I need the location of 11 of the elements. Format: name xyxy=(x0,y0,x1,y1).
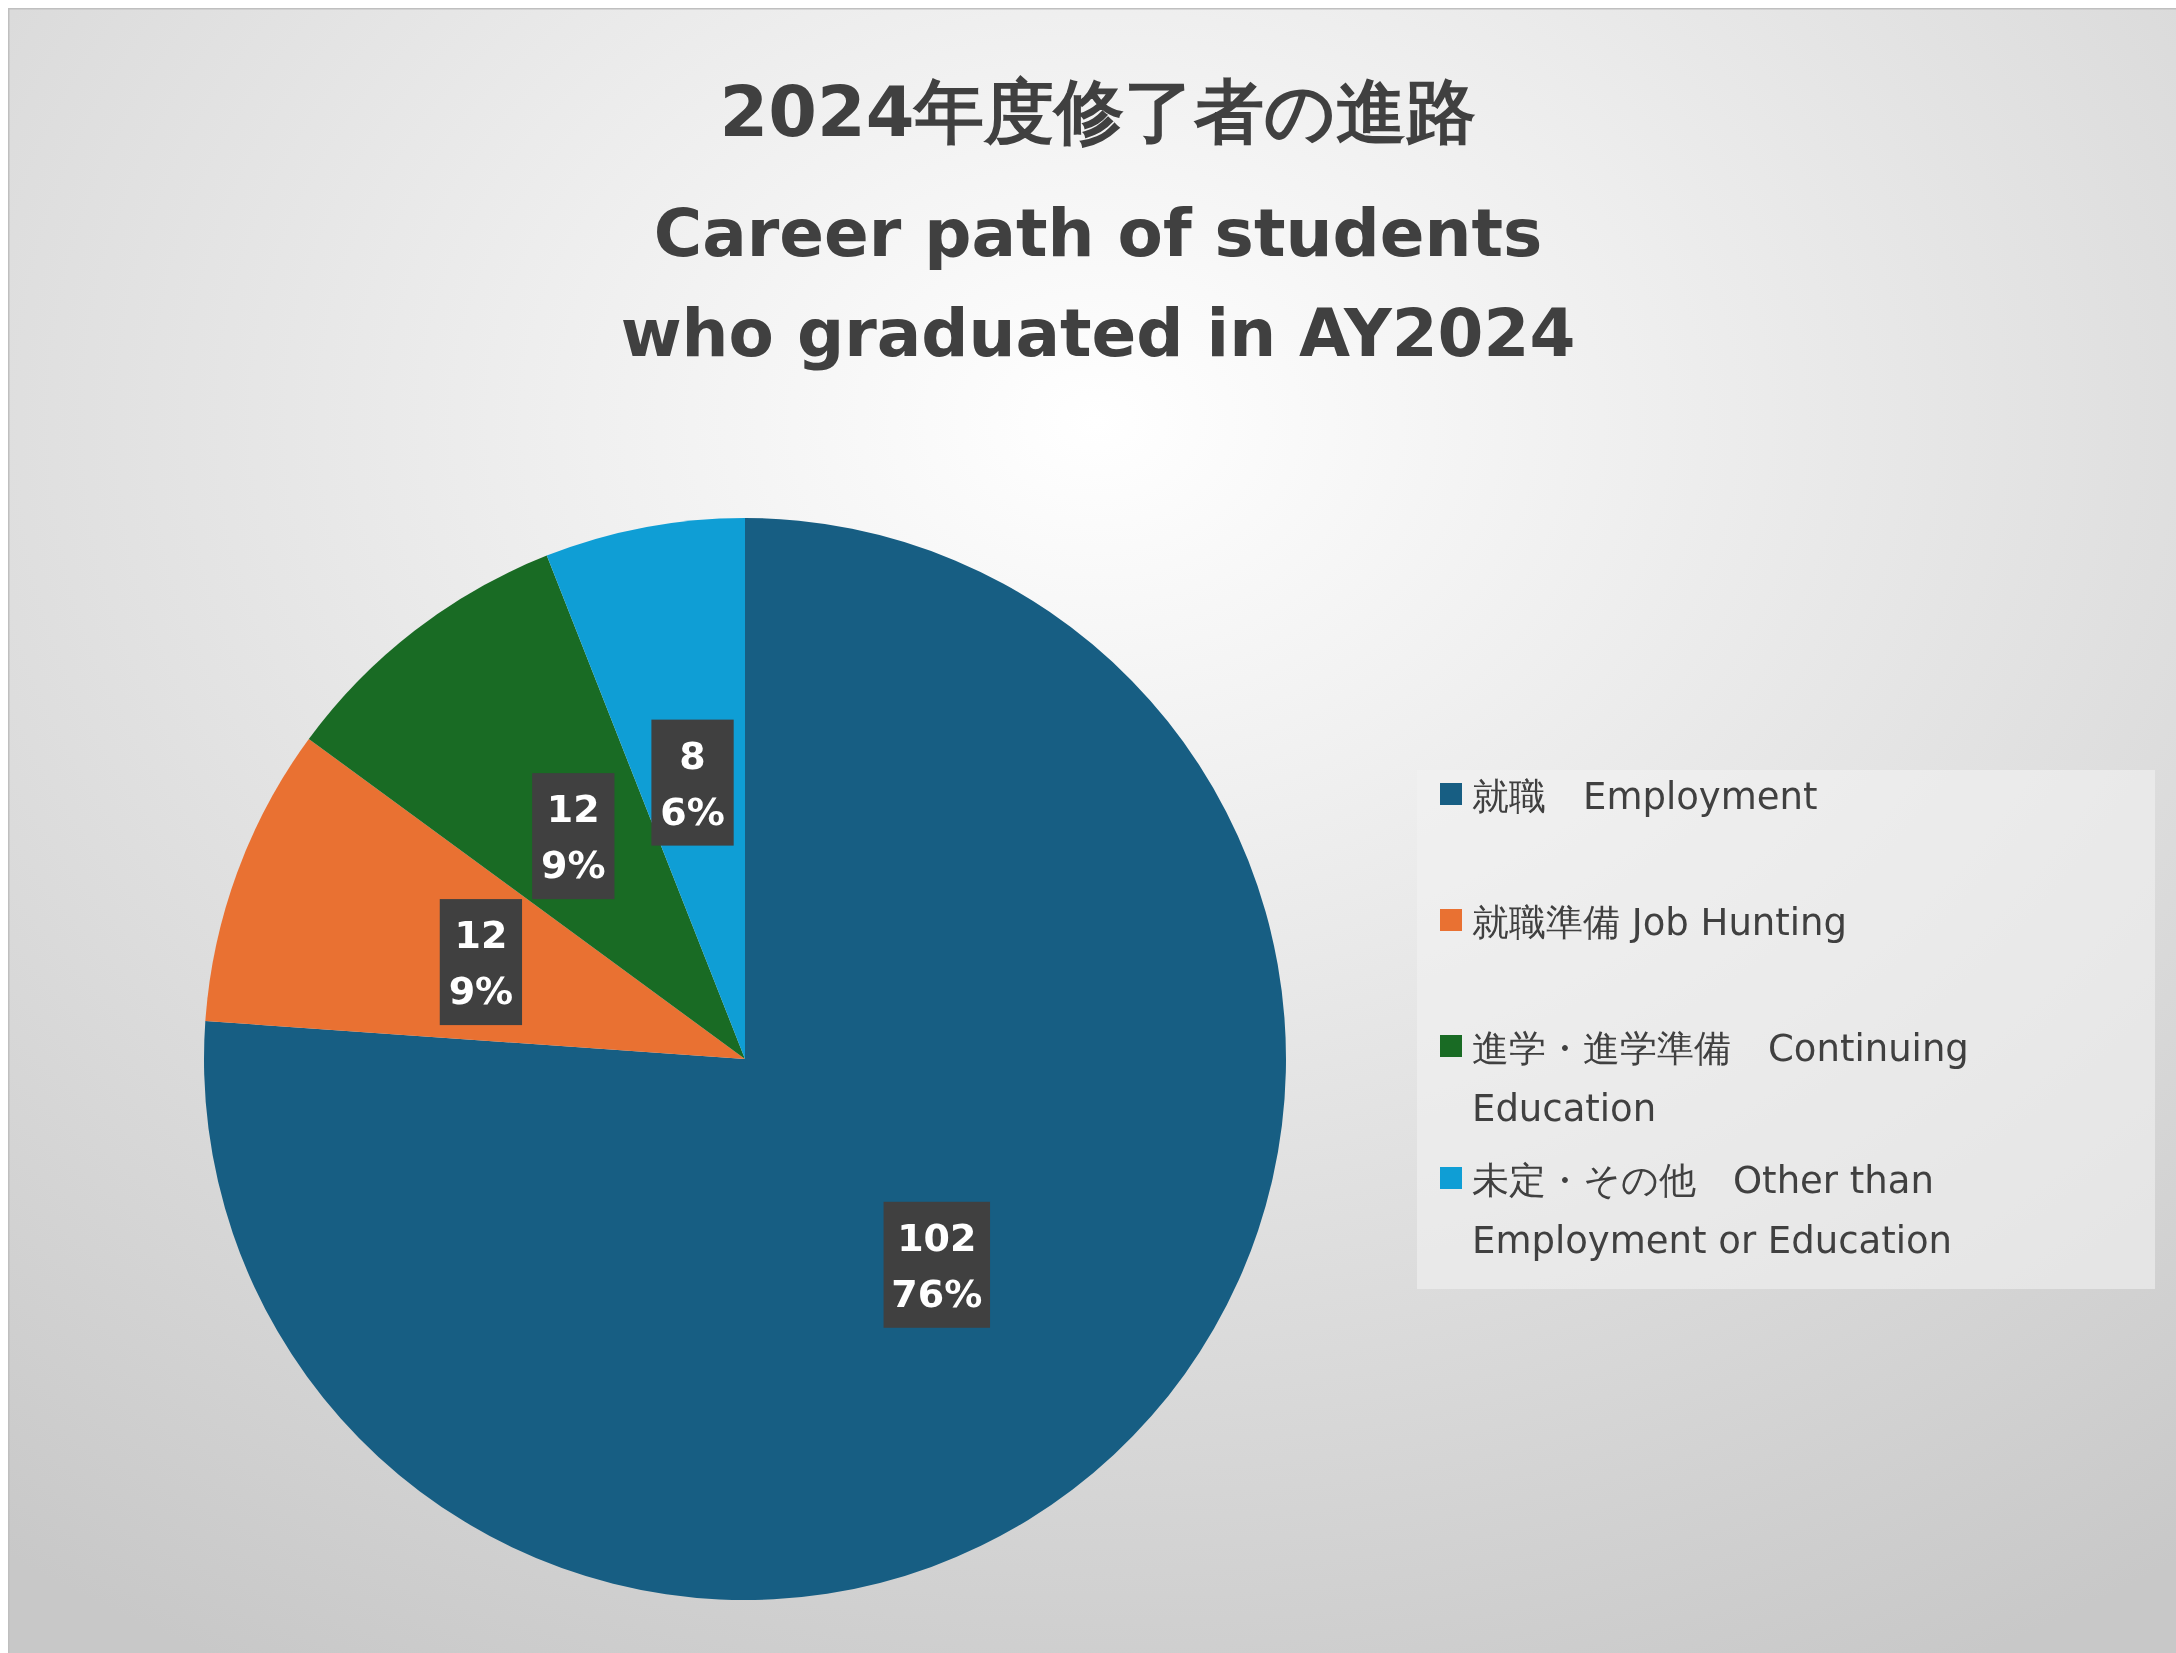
data-label: 12 9% xyxy=(541,787,606,888)
pie-slice xyxy=(204,518,1286,1600)
legend-label: 進学・進学準備 Continuing Education xyxy=(1472,1027,1969,1130)
legend-label: 未定・その他 Other than Employment or Education xyxy=(1472,1159,1953,1262)
data-label: 102 76% xyxy=(891,1215,983,1316)
legend-label: 就職準備 Job Hunting xyxy=(1472,901,1848,944)
data-label: 8 6% xyxy=(660,733,725,834)
legend-label: 就職 Employment xyxy=(1472,775,1818,818)
chart-title: 2024年度修了者の進路 xyxy=(719,71,1477,153)
data-label: 12 9% xyxy=(448,913,514,1014)
chart-subtitle: Career path of students who graduated in AY2024 xyxy=(620,195,1576,372)
